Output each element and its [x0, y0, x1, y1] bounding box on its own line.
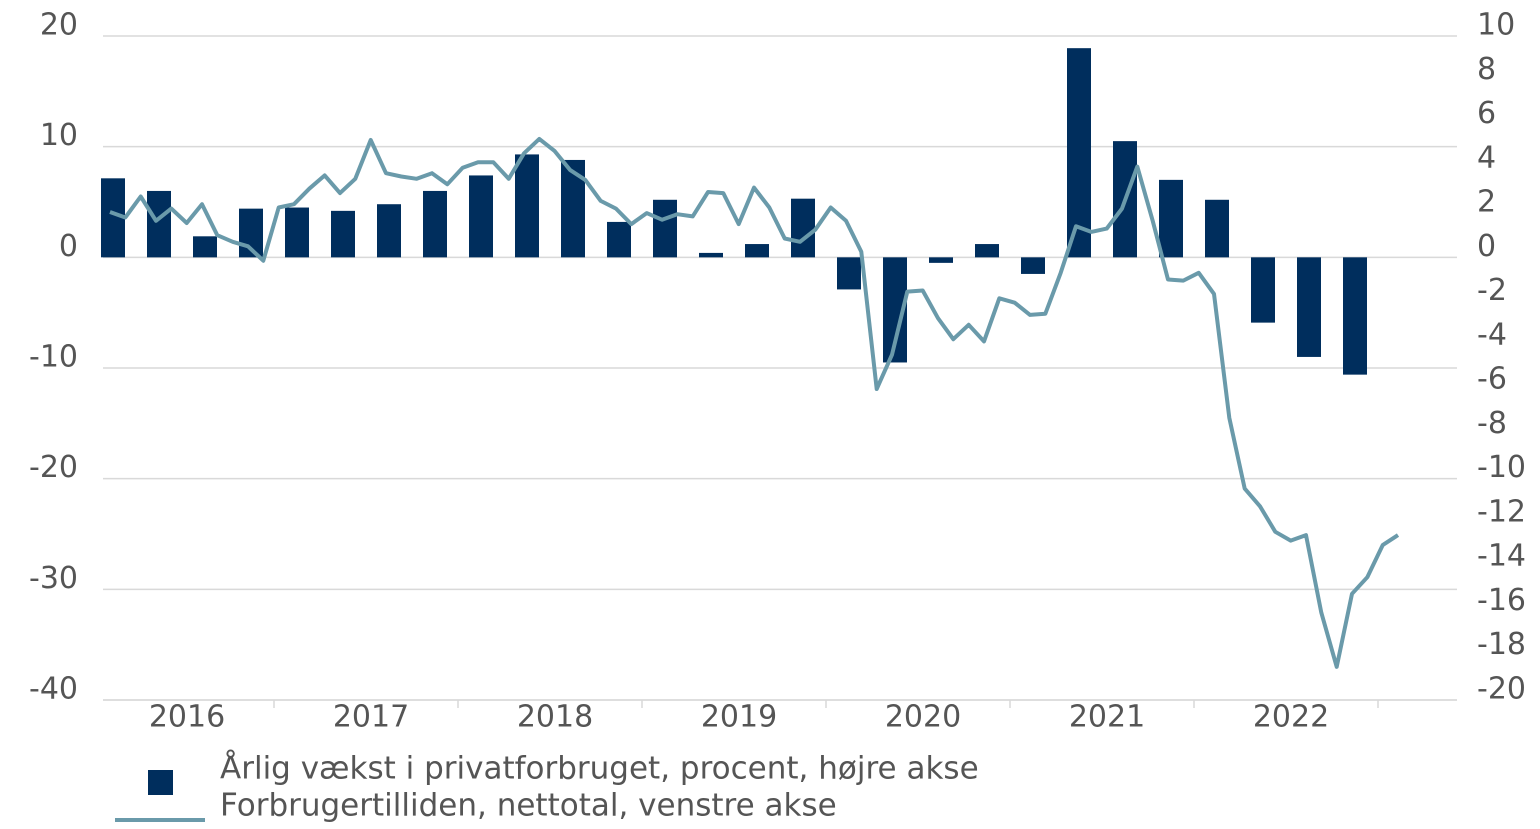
y-tick-label: 0: [59, 229, 78, 264]
bar: [147, 190, 171, 258]
y-tick-label: -20: [29, 450, 78, 485]
bar: [1021, 257, 1045, 274]
x-tick-label: 2019: [701, 700, 777, 735]
bar: [469, 175, 493, 258]
bar: [745, 244, 769, 258]
y-tick-label: 10: [40, 118, 78, 153]
y2-tick-label: -20: [1477, 672, 1526, 707]
legend-swatch: [148, 770, 173, 795]
y2-tick-label: -6: [1477, 362, 1507, 397]
y2-tick-label: -16: [1477, 583, 1526, 618]
y2-tick-label: -10: [1477, 450, 1526, 485]
bar: [193, 236, 217, 258]
bar: [1251, 257, 1275, 323]
bar: [699, 252, 723, 258]
y2-tick-label: -14: [1477, 539, 1526, 574]
y-tick-label: 20: [40, 8, 78, 43]
x-tick-label: 2022: [1253, 700, 1329, 735]
bar: [975, 244, 999, 258]
bar: [1067, 48, 1091, 258]
bar: [607, 221, 631, 258]
bar: [791, 198, 815, 258]
legend-label: Forbrugertilliden, nettotal, venstre aks…: [220, 788, 837, 824]
legend-label: Årlig vækst i privatforbruget, procent, …: [220, 751, 979, 787]
bar: [1205, 199, 1229, 258]
x-tick-label: 2016: [149, 700, 225, 735]
bar: [1297, 257, 1321, 357]
y2-tick-label: -8: [1477, 406, 1507, 441]
bar: [285, 207, 309, 258]
bar: [837, 257, 861, 290]
y-tick-label: -30: [29, 561, 78, 596]
y2-tick-label: 0: [1477, 229, 1496, 264]
bar: [377, 204, 401, 258]
y2-tick-label: -18: [1477, 627, 1526, 662]
bar: [929, 257, 953, 263]
y-tick-label: -40: [29, 672, 78, 707]
y2-tick-label: 2: [1477, 185, 1496, 220]
x-tick-label: 2021: [1069, 700, 1145, 735]
bar: [1343, 257, 1367, 375]
bar: [561, 159, 585, 258]
bar: [331, 210, 355, 258]
y2-tick-label: 8: [1477, 52, 1496, 87]
y2-tick-label: -12: [1477, 494, 1526, 529]
x-tick-label: 2017: [333, 700, 409, 735]
y2-tick-label: 6: [1477, 96, 1496, 131]
line: [109, 136, 1400, 669]
x-tick-label: 2020: [885, 700, 961, 735]
y-tick-label: -10: [29, 340, 78, 375]
y2-tick-label: -2: [1477, 273, 1507, 308]
bar: [653, 199, 677, 258]
y2-tick-label: -4: [1477, 317, 1507, 352]
bar: [515, 154, 539, 258]
x-tick-label: 2018: [517, 700, 593, 735]
y2-tick-label: 4: [1477, 140, 1496, 175]
bar: [1159, 179, 1183, 258]
bar: [423, 190, 447, 258]
y2-tick-label: 10: [1477, 8, 1515, 43]
